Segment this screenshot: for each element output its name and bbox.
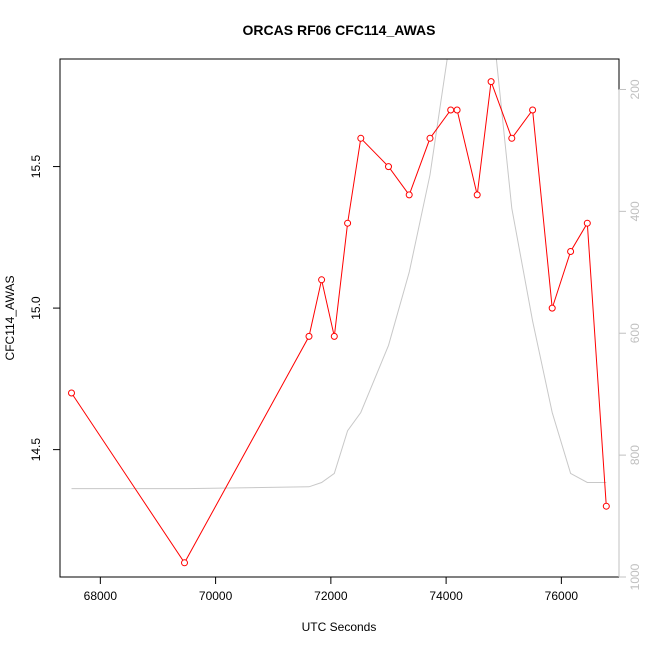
x-tick-label: 74000 — [429, 589, 463, 603]
y2-tick-label: 800 — [628, 445, 642, 465]
data-point — [548, 304, 556, 312]
y-axis-label: CFC114_AWAS — [3, 276, 17, 361]
x-tick-label: 68000 — [84, 589, 118, 603]
data-point — [330, 332, 338, 340]
cfc114-line — [71, 81, 607, 564]
y-tick-label: 14.5 — [29, 438, 43, 462]
x-tick-label: 76000 — [545, 589, 579, 603]
data-point — [68, 389, 75, 397]
data-point — [426, 134, 434, 142]
plot-region — [68, 59, 610, 567]
y2-tick-label: 1000 — [628, 563, 642, 590]
x-tick-label: 70000 — [199, 589, 233, 603]
x-axis: 68000 70000 72000 74000 76000 — [84, 576, 579, 603]
chart-title: ORCAS RF06 CFC114_AWAS — [243, 22, 436, 38]
data-point — [385, 163, 392, 171]
data-point — [602, 502, 610, 510]
data-point — [447, 106, 455, 114]
data-point — [473, 191, 481, 199]
data-point — [344, 219, 352, 227]
y2-tick-label: 600 — [628, 323, 642, 343]
data-point — [305, 332, 313, 340]
data-point — [583, 219, 591, 227]
y-axis: 14.5 15.0 15.5 — [29, 155, 61, 462]
data-point — [453, 106, 461, 114]
x-tick-label: 72000 — [314, 589, 348, 603]
y-tick-label: 15.5 — [29, 155, 43, 179]
y-tick-label: 15.0 — [29, 296, 43, 320]
data-point — [181, 559, 188, 567]
data-point — [405, 191, 413, 199]
data-point — [529, 106, 537, 114]
data-point — [357, 134, 365, 142]
y2-axis: 200 400 600 800 1000 — [618, 79, 642, 590]
data-point — [318, 276, 326, 284]
data-point — [487, 78, 495, 86]
y2-tick-label: 400 — [628, 201, 642, 221]
y2-tick-label: 200 — [628, 79, 642, 99]
data-point — [508, 134, 516, 142]
x-axis-label: UTC Seconds — [302, 620, 377, 634]
data-point — [567, 248, 575, 255]
altitude-line — [71, 59, 607, 490]
